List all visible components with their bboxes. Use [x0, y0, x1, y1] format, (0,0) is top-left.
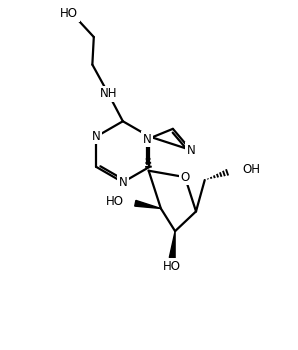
Text: O: O	[180, 170, 190, 184]
Polygon shape	[169, 231, 175, 258]
Polygon shape	[135, 201, 161, 209]
Text: HO: HO	[163, 259, 181, 273]
Text: HO: HO	[106, 195, 124, 208]
Text: N: N	[143, 133, 152, 146]
Text: NH: NH	[100, 87, 117, 100]
Text: N: N	[119, 176, 127, 189]
Text: N: N	[92, 130, 101, 143]
Text: N: N	[187, 144, 195, 156]
Text: OH: OH	[243, 163, 260, 176]
Text: HO: HO	[60, 7, 78, 20]
